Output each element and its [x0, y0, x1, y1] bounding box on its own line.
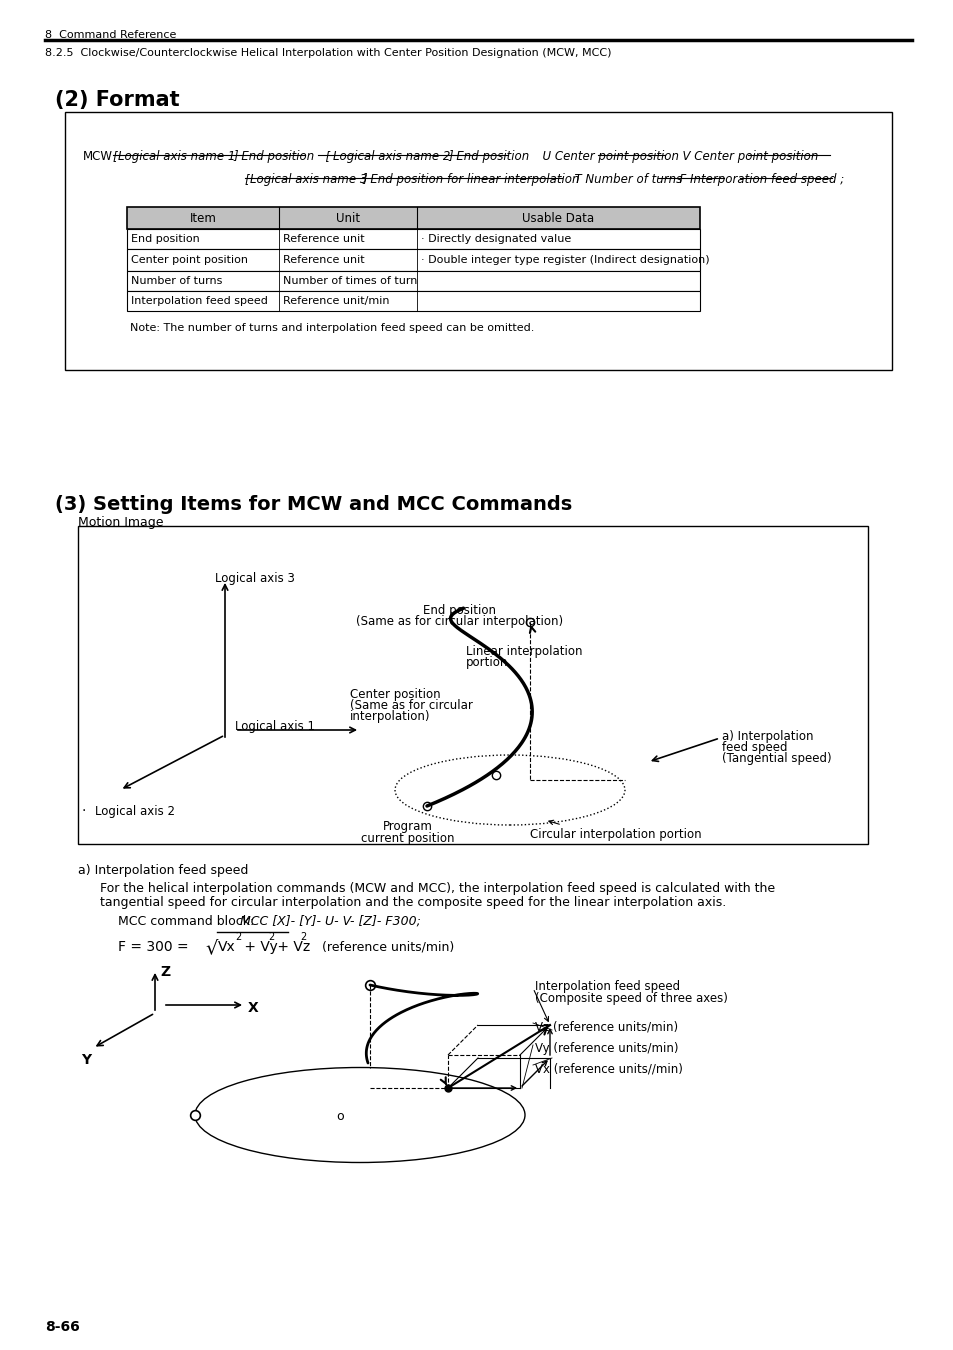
Text: [: [ — [317, 150, 330, 163]
Text: Note: The number of turns and interpolation feed speed can be omitted.: Note: The number of turns and interpolat… — [130, 323, 534, 333]
Text: (2) Format: (2) Format — [55, 90, 179, 109]
Text: F Interporation feed speed ;: F Interporation feed speed ; — [671, 173, 843, 186]
Text: Logical axis name 3: Logical axis name 3 — [250, 173, 367, 186]
Text: Program: Program — [383, 819, 433, 833]
Text: Y: Y — [81, 1053, 91, 1066]
Bar — [127, 271, 700, 292]
Text: Logical axis 2: Logical axis 2 — [95, 805, 174, 818]
Text: · Directly designated value: · Directly designated value — [420, 234, 571, 244]
Bar — [127, 248, 700, 271]
Text: Unit: Unit — [335, 212, 359, 224]
Bar — [78, 526, 867, 844]
Text: V Center point position: V Center point position — [675, 150, 818, 163]
Text: 2: 2 — [234, 931, 241, 942]
Text: Item: Item — [190, 212, 216, 224]
Text: Circular interpolation portion: Circular interpolation portion — [530, 828, 700, 841]
Text: Logical axis name 1: Logical axis name 1 — [118, 150, 235, 163]
Text: Z: Z — [160, 965, 170, 979]
Text: MCC command block:: MCC command block: — [118, 915, 258, 927]
Text: Reference unit/min: Reference unit/min — [283, 296, 389, 306]
Text: Interpolation feed speed: Interpolation feed speed — [131, 296, 268, 306]
Text: Logical axis name 2: Logical axis name 2 — [333, 150, 450, 163]
Text: 8.2.5  Clockwise/Counterclockwise Helical Interpolation with Center Position Des: 8.2.5 Clockwise/Counterclockwise Helical… — [45, 49, 611, 58]
Text: (reference units/min): (reference units/min) — [306, 940, 454, 953]
Text: (Composite speed of three axes): (Composite speed of three axes) — [535, 992, 727, 1004]
Text: Vx: Vx — [218, 940, 235, 954]
Text: Number of turns: Number of turns — [131, 275, 222, 286]
Text: MCC [X]- [Y]- U- V- [Z]- F300;: MCC [X]- [Y]- U- V- [Z]- F300; — [240, 915, 420, 927]
Text: Vz (reference units/min): Vz (reference units/min) — [535, 1021, 678, 1033]
Text: X: X — [248, 1000, 258, 1015]
Text: Motion Image: Motion Image — [78, 516, 163, 529]
Text: .: . — [82, 801, 87, 814]
Text: (3) Setting Items for MCW and MCC Commands: (3) Setting Items for MCW and MCC Comman… — [55, 495, 572, 514]
Text: Usable Data: Usable Data — [522, 212, 594, 224]
Text: ] End position: ] End position — [448, 150, 529, 163]
Text: √: √ — [205, 938, 217, 957]
Text: [: [ — [245, 173, 250, 186]
Text: 8-66: 8-66 — [45, 1320, 80, 1334]
Text: tangential speed for circular interpolation and the composite speed for the line: tangential speed for circular interpolat… — [100, 896, 725, 909]
Bar — [127, 230, 700, 248]
Text: Center position: Center position — [350, 688, 440, 701]
Text: portion: portion — [465, 656, 508, 670]
Text: 8  Command Reference: 8 Command Reference — [45, 30, 176, 40]
Text: feed speed: feed speed — [721, 741, 786, 755]
Text: 2: 2 — [299, 931, 306, 942]
Text: T Number of turns: T Number of turns — [566, 173, 681, 186]
Text: Center point position: Center point position — [131, 255, 248, 265]
Text: End position: End position — [423, 603, 496, 617]
Text: interpolation): interpolation) — [350, 710, 430, 724]
Text: F = 300 =: F = 300 = — [118, 940, 193, 954]
Text: · Double integer type register (Indirect designation): · Double integer type register (Indirect… — [420, 255, 709, 265]
Text: Vy (reference units/min): Vy (reference units/min) — [535, 1042, 678, 1054]
Text: + Vy: + Vy — [240, 940, 277, 954]
Text: + Vz: + Vz — [273, 940, 310, 954]
Text: ] End position: ] End position — [233, 150, 314, 163]
Text: Reference unit: Reference unit — [283, 255, 364, 265]
Text: Linear interpolation: Linear interpolation — [465, 645, 582, 657]
Text: Logical axis 3: Logical axis 3 — [214, 572, 294, 585]
Text: U Center point position: U Center point position — [535, 150, 679, 163]
Text: a) Interpolation: a) Interpolation — [721, 730, 813, 742]
Text: o: o — [335, 1110, 343, 1123]
Text: (Same as for circular interpolation): (Same as for circular interpolation) — [356, 616, 563, 628]
Bar — [127, 207, 700, 230]
Text: (Same as for circular: (Same as for circular — [350, 699, 473, 711]
Text: a) Interpolation feed speed: a) Interpolation feed speed — [78, 864, 248, 878]
Text: For the helical interpolation commands (MCW and MCC), the interpolation feed spe: For the helical interpolation commands (… — [100, 882, 774, 895]
Text: (Tangential speed): (Tangential speed) — [721, 752, 831, 765]
Text: 2: 2 — [268, 931, 274, 942]
Text: MCW: MCW — [83, 150, 112, 163]
Bar — [65, 112, 891, 370]
Text: Number of times of turn: Number of times of turn — [283, 275, 416, 286]
Text: Logical axis 1: Logical axis 1 — [234, 720, 314, 733]
Text: current position: current position — [361, 832, 455, 845]
Bar — [127, 292, 700, 311]
Text: [: [ — [112, 150, 117, 163]
Text: End position: End position — [131, 234, 199, 244]
Text: Vx (reference units//min): Vx (reference units//min) — [535, 1062, 682, 1075]
Text: Reference unit: Reference unit — [283, 234, 364, 244]
Text: Interpolation feed speed: Interpolation feed speed — [535, 980, 679, 994]
Text: ] End position for linear interpolation: ] End position for linear interpolation — [361, 173, 578, 186]
